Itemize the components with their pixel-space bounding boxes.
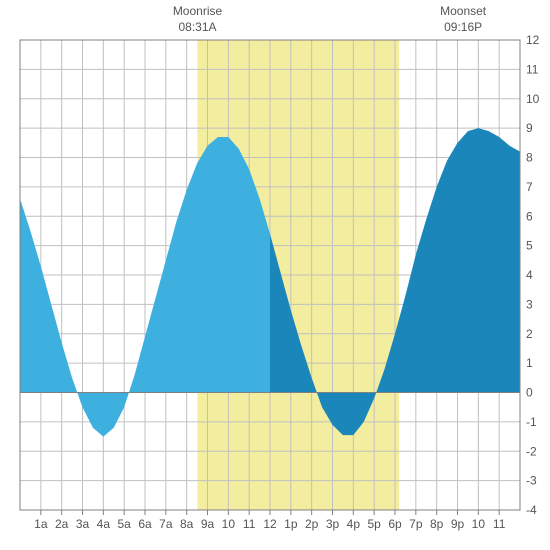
svg-text:6: 6 xyxy=(526,209,533,223)
svg-text:5a: 5a xyxy=(117,517,131,531)
svg-text:9a: 9a xyxy=(201,517,215,531)
svg-text:1p: 1p xyxy=(284,517,298,531)
svg-text:11: 11 xyxy=(243,517,256,531)
svg-text:8: 8 xyxy=(526,151,533,165)
moonset-value: 09:16P xyxy=(433,20,493,36)
svg-text:11: 11 xyxy=(493,517,506,531)
moonrise-label: Moonrise xyxy=(168,4,228,20)
svg-text:-4: -4 xyxy=(526,503,537,517)
svg-text:9: 9 xyxy=(526,121,533,135)
svg-text:6a: 6a xyxy=(138,517,152,531)
moonrise-value: 08:31A xyxy=(168,20,228,36)
svg-text:10: 10 xyxy=(472,517,486,531)
svg-text:10: 10 xyxy=(222,517,236,531)
svg-text:7p: 7p xyxy=(409,517,423,531)
svg-text:9p: 9p xyxy=(451,517,465,531)
svg-text:3p: 3p xyxy=(326,517,340,531)
svg-text:12: 12 xyxy=(263,517,277,531)
svg-text:8p: 8p xyxy=(430,517,444,531)
svg-text:-1: -1 xyxy=(526,415,537,429)
svg-text:7a: 7a xyxy=(159,517,173,531)
svg-text:6p: 6p xyxy=(388,517,402,531)
svg-text:11: 11 xyxy=(526,62,539,76)
svg-text:5p: 5p xyxy=(367,517,381,531)
svg-text:4: 4 xyxy=(526,268,533,282)
svg-text:2a: 2a xyxy=(55,517,69,531)
svg-text:2: 2 xyxy=(526,327,533,341)
svg-text:8a: 8a xyxy=(180,517,194,531)
moonset-annotation: Moonset 09:16P xyxy=(433,4,493,35)
svg-text:7: 7 xyxy=(526,180,533,194)
svg-text:0: 0 xyxy=(526,386,533,400)
svg-text:1: 1 xyxy=(526,356,533,370)
svg-text:10: 10 xyxy=(526,92,540,106)
svg-text:12: 12 xyxy=(526,33,540,47)
svg-text:5: 5 xyxy=(526,239,533,253)
svg-text:4a: 4a xyxy=(97,517,111,531)
tide-chart-svg: -4-3-2-101234567891011121a2a3a4a5a6a7a8a… xyxy=(0,0,550,550)
moonrise-annotation: Moonrise 08:31A xyxy=(168,4,228,35)
chart-container: { "chart": { "type": "area", "canvas": {… xyxy=(0,0,550,550)
svg-text:2p: 2p xyxy=(305,517,319,531)
svg-text:3a: 3a xyxy=(76,517,90,531)
svg-text:-3: -3 xyxy=(526,474,537,488)
svg-text:-2: -2 xyxy=(526,444,537,458)
svg-text:1a: 1a xyxy=(34,517,48,531)
moonset-label: Moonset xyxy=(433,4,493,20)
svg-text:4p: 4p xyxy=(347,517,361,531)
svg-text:3: 3 xyxy=(526,297,533,311)
